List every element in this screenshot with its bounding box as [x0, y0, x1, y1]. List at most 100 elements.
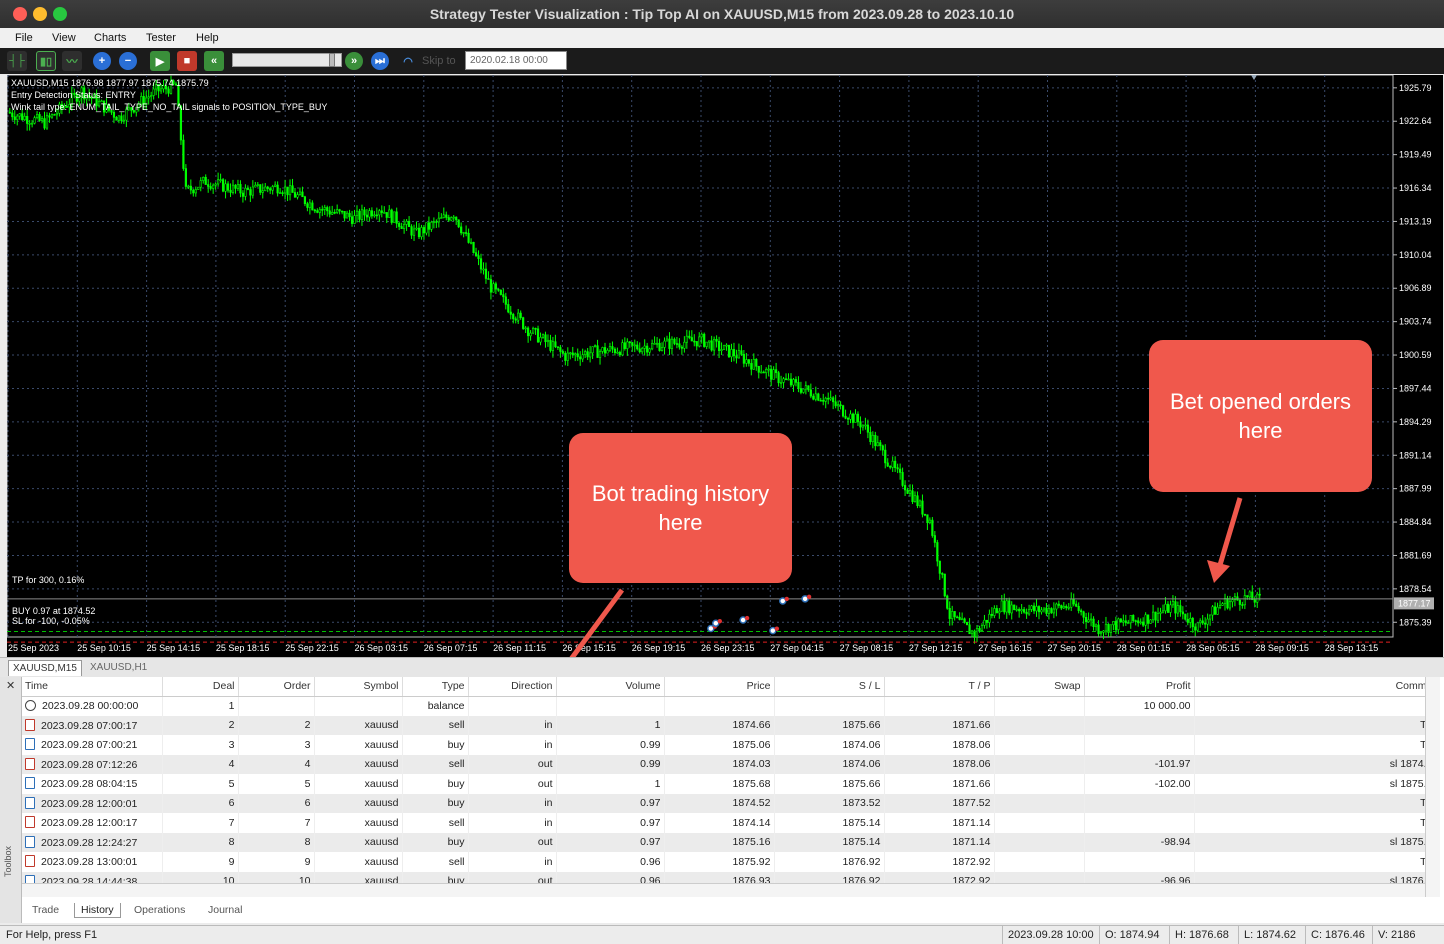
- col-symbol[interactable]: Symbol: [314, 677, 403, 697]
- menu-file[interactable]: File: [15, 32, 33, 44]
- zoom-out-icon[interactable]: −: [119, 52, 137, 70]
- candle-body: [742, 354, 745, 364]
- candle-body: [673, 338, 676, 344]
- candle-body: [1186, 618, 1189, 623]
- candle-body: [474, 252, 478, 256]
- cell-text: 1874.06: [842, 738, 881, 751]
- maximize-window-button[interactable]: [53, 7, 67, 21]
- minimize-window-button[interactable]: [33, 7, 47, 21]
- col-type[interactable]: Type: [402, 677, 469, 697]
- cell-tp: 1872.92: [884, 852, 995, 872]
- candle-body: [680, 346, 683, 349]
- candle-body: [1154, 611, 1157, 621]
- candle-body: [1023, 609, 1026, 613]
- shift-marker-icon: [1251, 75, 1257, 80]
- table-row[interactable]: 2023.09.28 13:00:01 9 9 xauusd sell in 0.96 187…: [22, 852, 1431, 872]
- opened-orders-callout: Bet opened orders here: [1149, 340, 1372, 492]
- col-volume[interactable]: Volume: [556, 677, 665, 697]
- candle-body: [598, 351, 602, 358]
- candle-body: [948, 608, 951, 619]
- candle-body: [643, 345, 646, 349]
- candle-body: [1122, 620, 1125, 623]
- cell-price: 1875.16: [664, 832, 775, 852]
- chart-tab-m15[interactable]: XAUUSD,M15: [8, 660, 82, 676]
- candle-body: [264, 186, 267, 192]
- table-row[interactable]: 2023.09.28 12:00:17 7 7 xauusd sell in 0.97 187…: [22, 813, 1431, 833]
- tab-history[interactable]: History: [74, 903, 121, 918]
- menu-charts[interactable]: Charts: [94, 32, 127, 44]
- col-time[interactable]: Time: [22, 677, 163, 697]
- col-direction[interactable]: Direction: [468, 677, 557, 697]
- candle-body: [556, 346, 559, 348]
- skip-to-date-input[interactable]: [465, 51, 567, 70]
- col-swap[interactable]: Swap: [994, 677, 1085, 697]
- candle-body: [998, 610, 1001, 614]
- candle-body: [110, 110, 113, 113]
- speed-slider-thumb[interactable]: [329, 53, 335, 67]
- candlestick-chart-icon[interactable]: ▮▯: [36, 51, 56, 71]
- tab-operations[interactable]: Operations: [134, 904, 186, 916]
- menu-view[interactable]: View: [52, 32, 76, 44]
- close-icon[interactable]: ✕: [6, 680, 16, 692]
- candle-body: [296, 194, 299, 198]
- price-tick-label: 1913.19: [1399, 216, 1432, 226]
- col-profit[interactable]: Profit: [1084, 677, 1195, 697]
- col-sl[interactable]: S / L: [774, 677, 885, 697]
- cell-deal: 4: [162, 754, 239, 774]
- table-row[interactable]: 2023.09.28 07:00:21 3 3 xauusd buy in 0.99 1875…: [22, 735, 1431, 755]
- table-row[interactable]: 2023.09.28 12:24:27 8 8 xauusd buy out 0.97 187…: [22, 832, 1431, 852]
- fast-forward-icon[interactable]: »: [345, 52, 363, 70]
- balance-icon: [25, 700, 36, 711]
- candle-body: [529, 332, 532, 337]
- speedometer-icon[interactable]: ◠: [403, 55, 413, 68]
- trade-marker-dot-icon: [774, 626, 780, 631]
- candle-body: [1089, 618, 1093, 621]
- col-price[interactable]: Price: [664, 677, 775, 697]
- price-chart[interactable]: 1925.79 1922.64 1919.49 1916.34 1913.19 1910.…: [7, 75, 1443, 657]
- candle-body: [1027, 609, 1031, 615]
- tab-journal[interactable]: Journal: [208, 904, 243, 916]
- cell-type: sell: [402, 754, 469, 774]
- candle-body: [797, 382, 800, 389]
- candle-body: [502, 294, 505, 298]
- candle-body: [231, 184, 235, 193]
- table-row[interactable]: 2023.09.28 00:00:00 1 balance 10 000.00: [22, 696, 1431, 716]
- chart-tab-h1[interactable]: XAUUSD,H1: [90, 662, 148, 673]
- chart-info-overlay: XAUUSD,M15 1876.98 1877.97 1875.74 1875.…: [11, 77, 327, 113]
- table-row[interactable]: 2023.09.28 12:00:01 6 6 xauusd buy in 0.97 1874…: [22, 793, 1431, 813]
- candle-body: [869, 431, 872, 442]
- bar-chart-icon[interactable]: ┤├: [7, 51, 27, 71]
- rewind-icon[interactable]: «: [204, 51, 224, 71]
- price-tick-label: 1881.69: [1399, 550, 1432, 560]
- col-comment[interactable]: Comm: [1194, 677, 1431, 697]
- menu-tester[interactable]: Tester: [146, 32, 176, 44]
- candle-body: [333, 211, 336, 214]
- table-row[interactable]: 2023.09.28 08:04:15 5 5 xauusd buy out 1 1875.6…: [22, 774, 1431, 794]
- col-deal[interactable]: Deal: [162, 677, 239, 697]
- cell-time: 2023.09.28 07:00:17: [22, 715, 163, 735]
- cell-text: -98.94: [1160, 836, 1191, 849]
- stop-icon[interactable]: ■: [177, 51, 197, 71]
- line-chart-icon[interactable]: 〰: [62, 51, 82, 71]
- vertical-scrollbar[interactable]: [1425, 677, 1440, 897]
- horizontal-scrollbar[interactable]: [22, 883, 1425, 897]
- table-row[interactable]: 2023.09.28 07:12:26 4 4 xauusd sell out 0.99 18…: [22, 754, 1431, 774]
- play-icon[interactable]: ▶: [150, 51, 170, 71]
- close-window-button[interactable]: [13, 7, 27, 21]
- col-tp[interactable]: T / P: [884, 677, 995, 697]
- candle-body: [13, 116, 16, 120]
- speed-slider[interactable]: [232, 53, 342, 67]
- col-order[interactable]: Order: [238, 677, 315, 697]
- candle-body: [777, 372, 780, 384]
- candle-body: [772, 369, 775, 380]
- cell-swap: [994, 832, 1085, 852]
- candle-body: [1204, 622, 1207, 625]
- candle-body: [18, 113, 21, 117]
- zoom-in-icon[interactable]: +: [93, 52, 111, 70]
- table-row[interactable]: 2023.09.28 07:00:17 2 2 xauusd sell in 1 1874.6…: [22, 715, 1431, 735]
- candle-body: [100, 100, 103, 103]
- candle-body: [68, 104, 71, 108]
- step-forward-icon[interactable]: ⏭: [371, 52, 389, 70]
- menu-help[interactable]: Help: [196, 32, 219, 44]
- tab-trade[interactable]: Trade: [32, 904, 60, 916]
